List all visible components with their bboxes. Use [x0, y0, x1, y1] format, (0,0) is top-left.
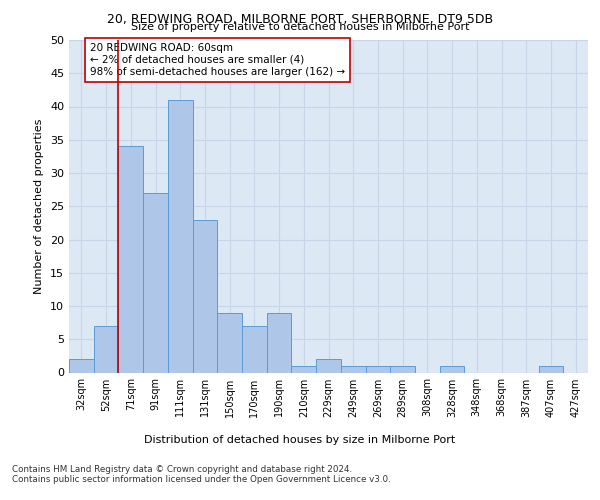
Bar	[94, 326, 118, 372]
Bar	[292, 366, 316, 372]
Bar	[365, 366, 390, 372]
Bar	[267, 312, 292, 372]
Bar	[440, 366, 464, 372]
Text: Size of property relative to detached houses in Milborne Port: Size of property relative to detached ho…	[131, 22, 469, 32]
Bar	[118, 146, 143, 372]
Text: 20, REDWING ROAD, MILBORNE PORT, SHERBORNE, DT9 5DB: 20, REDWING ROAD, MILBORNE PORT, SHERBOR…	[107, 12, 493, 26]
Bar	[217, 312, 242, 372]
Bar	[168, 100, 193, 372]
Text: Distribution of detached houses by size in Milborne Port: Distribution of detached houses by size …	[145, 435, 455, 445]
Text: Contains HM Land Registry data © Crown copyright and database right 2024.: Contains HM Land Registry data © Crown c…	[12, 465, 352, 474]
Bar	[242, 326, 267, 372]
Bar	[69, 359, 94, 372]
Bar	[390, 366, 415, 372]
Bar	[193, 220, 217, 372]
Bar	[143, 193, 168, 372]
Text: 20 REDWING ROAD: 60sqm
← 2% of detached houses are smaller (4)
98% of semi-detac: 20 REDWING ROAD: 60sqm ← 2% of detached …	[90, 44, 345, 76]
Text: Contains public sector information licensed under the Open Government Licence v3: Contains public sector information licen…	[12, 475, 391, 484]
Y-axis label: Number of detached properties: Number of detached properties	[34, 118, 44, 294]
Bar	[341, 366, 365, 372]
Bar	[316, 359, 341, 372]
Bar	[539, 366, 563, 372]
